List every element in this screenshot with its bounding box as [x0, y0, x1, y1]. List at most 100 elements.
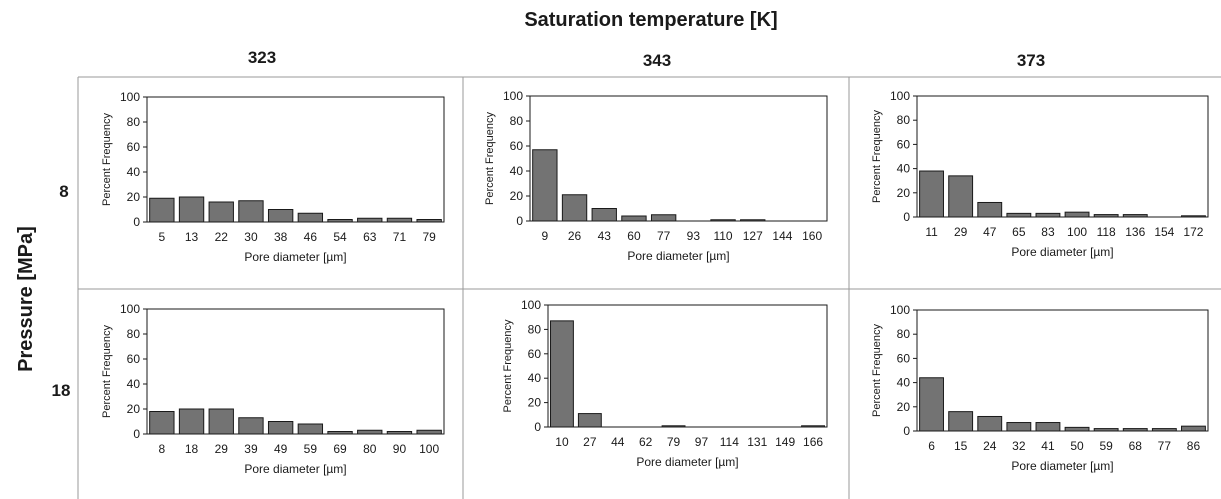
x-tick-label: 90 [393, 442, 407, 456]
bar [1093, 214, 1119, 218]
y-tick-label: 80 [897, 327, 911, 341]
x-tick-label: 131 [747, 435, 767, 449]
x-tick-label: 22 [215, 230, 229, 244]
bar [149, 197, 175, 223]
y-tick-label: 100 [120, 302, 140, 316]
bar [178, 408, 205, 435]
x-tick-label: 118 [1097, 225, 1116, 239]
column-axis-title: Saturation temperature [K] [524, 9, 777, 31]
bar [297, 212, 324, 223]
bar [267, 421, 294, 435]
panel-grid [77, 76, 1221, 499]
plot-frame [146, 96, 445, 223]
x-tick-label: 71 [393, 230, 407, 244]
y-tick-label: 80 [127, 115, 141, 129]
y-tick-label: 60 [528, 347, 542, 361]
y-tick-label: 100 [120, 90, 140, 104]
x-tick-label: 69 [333, 442, 347, 456]
x-tick-label: 65 [1012, 225, 1026, 239]
bar [1151, 428, 1177, 432]
x-tick-label: 59 [1099, 439, 1113, 453]
x-tick-label: 63 [363, 230, 377, 244]
x-tick-label: 13 [185, 230, 199, 244]
bar [238, 417, 264, 435]
y-tick-label: 40 [528, 371, 542, 385]
x-axis-label: Pore diameter [µm] [627, 249, 729, 263]
y-tick-label: 80 [897, 113, 911, 127]
y-tick-label: 20 [897, 186, 911, 200]
x-tick-label: 41 [1041, 439, 1055, 453]
y-tick-label: 0 [903, 424, 910, 438]
bar [238, 200, 264, 223]
chart-panel: 0 20 40 60 80 100 6 15 24 32 41 50 59 68 77 86 Pore diam… [871, 303, 1209, 473]
bar [267, 209, 294, 223]
bar [1093, 428, 1119, 432]
x-tick-label: 62 [639, 435, 653, 449]
y-tick-label: 20 [897, 400, 911, 414]
x-tick-label: 77 [657, 229, 671, 243]
x-tick-label: 29 [954, 225, 968, 239]
x-tick-label: 30 [244, 230, 258, 244]
x-tick-label: 24 [983, 439, 997, 453]
x-tick-label: 172 [1183, 225, 1203, 239]
x-tick-label: 166 [803, 435, 823, 449]
x-tick-label: 18 [185, 442, 199, 456]
x-tick-label: 60 [627, 229, 641, 243]
x-tick-label: 43 [598, 229, 612, 243]
bar [416, 429, 442, 435]
x-tick-label: 83 [1041, 225, 1055, 239]
bar [327, 219, 353, 223]
y-tick-label: 60 [510, 139, 524, 153]
x-tick-label: 68 [1129, 439, 1143, 453]
x-tick-label: 110 [713, 229, 732, 243]
bar [650, 214, 677, 222]
x-tick-label: 50 [1070, 439, 1084, 453]
y-tick-label: 20 [510, 189, 524, 203]
chart-panel: 0 20 40 60 80 100 5 13 22 30 38 46 54 63 71 79 Pore diam… [101, 90, 445, 264]
x-tick-label: 77 [1158, 439, 1172, 453]
bar [1006, 212, 1032, 218]
bar [149, 411, 175, 435]
bar [1035, 422, 1061, 432]
plot-frame [916, 309, 1209, 432]
y-tick-label: 0 [516, 214, 523, 228]
bar [1006, 422, 1032, 432]
bar [178, 196, 205, 223]
bar [1035, 212, 1061, 218]
plot-frame [547, 304, 828, 428]
bar [1064, 426, 1090, 432]
x-tick-label: 149 [775, 435, 795, 449]
column-label-323: 323 [248, 48, 276, 67]
row-label-18: 18 [52, 381, 71, 400]
x-tick-label: 9 [542, 229, 549, 243]
bar [416, 219, 442, 223]
y-axis-label: Percent Frequency [101, 113, 113, 206]
x-axis-label: Pore diameter [µm] [1011, 459, 1113, 473]
y-tick-label: 80 [528, 322, 542, 336]
y-tick-label: 100 [503, 89, 523, 103]
y-tick-label: 0 [133, 427, 140, 441]
x-tick-label: 79 [422, 230, 436, 244]
bar [919, 170, 944, 218]
y-tick-label: 40 [510, 164, 524, 178]
bar [532, 149, 558, 222]
y-tick-label: 0 [534, 420, 541, 434]
bar [1122, 214, 1148, 218]
y-tick-label: 60 [897, 351, 911, 365]
column-label-343: 343 [643, 51, 671, 70]
y-axis-label: Percent Frequency [484, 112, 496, 205]
y-axis-label: Percent Frequency [101, 325, 113, 418]
bar [977, 201, 1003, 218]
y-tick-label: 60 [897, 137, 911, 151]
chart-panel: 0 20 40 60 80 100 10 27 44 62 79 97 114 131 149 166 Pore… [502, 298, 828, 469]
bar [577, 413, 602, 428]
x-tick-label: 39 [244, 442, 258, 456]
bar [948, 411, 974, 432]
x-tick-label: 127 [743, 229, 763, 243]
bar [1181, 425, 1206, 432]
x-tick-label: 49 [274, 442, 288, 456]
bar [357, 429, 383, 435]
y-tick-label: 60 [127, 352, 141, 366]
